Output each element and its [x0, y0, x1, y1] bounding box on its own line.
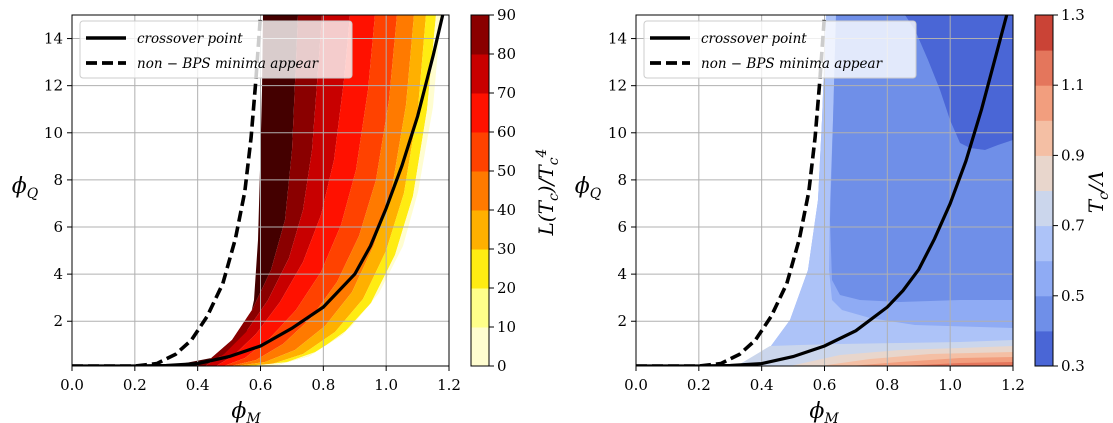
contour-band-1.1-1.2 — [900, 362, 1013, 366]
colorbar-band — [471, 210, 489, 250]
right-colorbar-label: Tc/Λ — [1084, 171, 1112, 213]
x-tick-label: 1.0 — [374, 376, 398, 394]
legend-frame — [79, 20, 353, 79]
colorbar-band — [1035, 85, 1053, 121]
contour-band-80-90 — [170, 15, 298, 366]
right-panel: 0.0 0.2 0.4 0.6 0.8 1.0 1.2 2 4 6 8 10 12 14 crossove… — [575, 6, 1112, 423]
x-tick-label: 0.8 — [311, 376, 335, 394]
x-tick-label: 1.2 — [437, 376, 461, 394]
y-tick-label: 6 — [53, 218, 63, 236]
y-tick-label: 12 — [608, 77, 627, 95]
x-tick-label: 0.4 — [750, 376, 774, 394]
left-ticks: 0.0 0.2 0.4 0.6 0.8 1.0 1.2 2 4 6 8 10 12 14 — [44, 30, 461, 394]
colorbar-band — [1035, 155, 1053, 191]
colorbar-band — [471, 327, 489, 367]
crossover-curve — [72, 15, 445, 366]
y-tick-label: 2 — [53, 312, 63, 330]
colorbar-band — [471, 93, 489, 133]
left-x-axis-label: ϕM — [231, 399, 261, 423]
colorbar-band — [1035, 295, 1053, 332]
x-tick-label: 0.6 — [249, 376, 273, 394]
colorbar-tick-label: 0 — [497, 357, 507, 375]
colorbar-tick-label: 1.1 — [1061, 76, 1085, 94]
colorbar-band — [1035, 225, 1053, 262]
legend-label-crossover: crossover point — [137, 31, 243, 47]
colorbar-tick-label: 70 — [497, 84, 516, 102]
legend-label-non-bps: non − BPS minima appear — [137, 56, 320, 72]
y-tick-label: 4 — [53, 265, 63, 283]
right-ticks: 0.0 0.2 0.4 0.6 0.8 1.0 1.2 2 4 6 8 10 12 14 — [608, 30, 1025, 394]
right-y-axis-label: ϕQ — [575, 174, 602, 202]
colorbar-band — [1035, 260, 1053, 297]
colorbar-tick-label: 40 — [497, 201, 516, 219]
colorbar-band — [1035, 15, 1053, 51]
contour-band-40-50 — [224, 15, 397, 366]
colorbar-band — [471, 132, 489, 172]
colorbar-tick-label: 30 — [497, 240, 516, 258]
colorbar-band — [1035, 50, 1053, 86]
non-bps-curve — [72, 15, 263, 366]
non-bps-curve — [636, 15, 827, 366]
y-tick-label: 8 — [53, 171, 63, 189]
contour-band-0.4-0.45 — [905, 15, 1013, 150]
y-tick-label: 10 — [608, 124, 627, 142]
colorbar-tick-label: 0.9 — [1061, 146, 1085, 164]
colorbar-tick-label: 60 — [497, 123, 516, 141]
x-tick-label: 0.0 — [624, 376, 648, 394]
colorbar-band — [471, 249, 489, 289]
y-tick-label: 14 — [608, 30, 627, 48]
x-tick-label: 1.2 — [1001, 376, 1025, 394]
contour-band-0.6-0.7 — [700, 15, 1013, 366]
x-tick-label: 0.8 — [875, 376, 899, 394]
left-legend: crossover point non − BPS minima appear — [79, 20, 353, 79]
colorbar-band — [471, 288, 489, 328]
colorbar-tick-label: 1.3 — [1061, 6, 1085, 24]
y-tick-label: 2 — [617, 312, 627, 330]
colorbar-tick-label: 0.3 — [1061, 357, 1085, 375]
y-tick-label: 12 — [44, 77, 63, 95]
y-tick-label: 4 — [617, 265, 627, 283]
contour-band-0.45-0.5-lower — [830, 15, 1013, 302]
contour-band-50-60 — [216, 15, 375, 366]
contour-band-30-40 — [231, 15, 414, 366]
colorbar-band — [1035, 190, 1053, 227]
left-colorbar-frame — [470, 14, 490, 367]
crossover-curve — [636, 15, 1009, 366]
colorbar-band — [1035, 330, 1053, 367]
left-y-axis-label: ϕQ — [12, 174, 39, 202]
legend-label-non-bps: non − BPS minima appear — [701, 56, 884, 72]
colorbar-band — [471, 15, 489, 55]
right-colorbar-frame — [1034, 14, 1054, 367]
x-tick-label: 0.0 — [60, 376, 84, 394]
colorbar-tick-label: 90 — [497, 6, 516, 24]
legend-label-crossover: crossover point — [701, 31, 807, 47]
legend-frame — [643, 20, 917, 79]
colorbar-band — [471, 54, 489, 94]
left-colorbar: 0 10 20 30 40 50 60 70 80 90 L(Tc)/Tc4 — [470, 6, 562, 375]
x-tick-label: 0.2 — [687, 376, 711, 394]
x-tick-label: 0.4 — [186, 376, 210, 394]
colorbar-tick-label: 0.5 — [1061, 287, 1085, 305]
y-tick-label: 8 — [617, 171, 627, 189]
right-colorbar: 0.3 0.5 0.7 0.9 1.1 1.3 Tc/Λ — [1034, 6, 1112, 375]
y-tick-label: 14 — [44, 30, 63, 48]
right-legend: crossover point non − BPS minima appear — [643, 20, 917, 79]
right-x-axis-label: ϕM — [809, 399, 839, 423]
colorbar-tick-label: 50 — [497, 162, 516, 180]
colorbar-tick-label: 10 — [497, 318, 516, 336]
y-tick-label: 6 — [617, 218, 627, 236]
left-colorbar-label: L(Tc)/Tc4 — [534, 149, 562, 237]
left-panel: 0.0 0.2 0.4 0.6 0.8 1.0 1.2 2 4 6 8 10 12 14 crossove… — [12, 6, 562, 423]
x-tick-label: 1.0 — [938, 376, 962, 394]
colorbar-tick-label: 80 — [497, 45, 516, 63]
colorbar-band — [471, 171, 489, 211]
x-tick-label: 0.6 — [813, 376, 837, 394]
colorbar-tick-label: 20 — [497, 279, 516, 297]
colorbar-tick-label: 0.7 — [1061, 217, 1085, 235]
x-tick-label: 0.2 — [123, 376, 147, 394]
colorbar-band — [1035, 120, 1053, 156]
y-tick-label: 10 — [44, 124, 63, 142]
